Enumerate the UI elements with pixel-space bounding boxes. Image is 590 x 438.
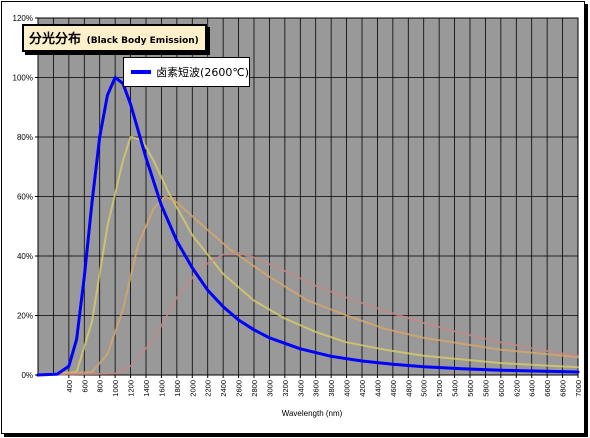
x-tick-label: 1600 (157, 380, 166, 397)
x-tick-label: 2800 (250, 380, 259, 397)
y-tick-label: 120% (13, 14, 33, 23)
x-tick-label: 3400 (296, 380, 305, 397)
x-tick-label: 6000 (497, 380, 506, 397)
y-tick-label: 0% (21, 371, 33, 380)
x-tick-label: 5400 (451, 380, 460, 397)
x-tick-label: 7000 (574, 380, 583, 397)
y-tick-label: 80% (17, 133, 33, 142)
series-line-4 (37, 252, 579, 376)
chart-subtitle: (Black Body Emission) (86, 36, 199, 46)
x-tick-label: 1800 (173, 380, 182, 397)
series-layer (36, 76, 580, 377)
legend-label-series-1: 卤素短波(2600℃) (156, 66, 249, 79)
y-axis-ticks: 0% 20% 40% 60% 80% 100% 120% (13, 14, 38, 380)
x-tick-label: 6600 (543, 380, 552, 397)
x-axis-ticks: 400 600 800 1000 1200 1400 1600 1800 2000 2200 240… (65, 375, 583, 397)
x-tick-label: 6200 (512, 380, 521, 397)
x-tick-label: 2400 (219, 380, 228, 397)
x-tick-label: 3600 (312, 380, 321, 397)
series-line-2 (37, 136, 579, 376)
x-tick-label: 2200 (204, 380, 213, 397)
x-tick-label: 4600 (389, 380, 398, 397)
series-line-1 (36, 76, 580, 377)
y-tick-label: 40% (17, 252, 33, 261)
x-tick-label: 2000 (188, 380, 197, 397)
y-tick-label: 60% (17, 193, 33, 202)
x-tick-label: 5800 (481, 380, 490, 397)
series-line-3 (37, 195, 579, 376)
y-tick-label: 20% (17, 312, 33, 321)
chart-title: 分光分布 (29, 32, 82, 47)
legend-swatch-series-1 (131, 70, 152, 74)
x-tick-label: 6800 (559, 380, 568, 397)
x-axis-label: Wavelength (nm) (282, 409, 343, 418)
x-tick-label: 4000 (343, 380, 352, 397)
x-tick-label: 5600 (466, 380, 475, 397)
x-tick-label: 5200 (435, 380, 444, 397)
x-tick-label: 800 (96, 380, 105, 393)
x-tick-label: 600 (80, 380, 89, 393)
x-tick-label: 4800 (404, 380, 413, 397)
legend: 卤素短波(2600℃) (123, 57, 250, 87)
x-tick-label: 1400 (142, 380, 151, 397)
x-tick-label: 3000 (265, 380, 274, 397)
x-tick-label: 4200 (358, 380, 367, 397)
x-tick-label: 4400 (373, 380, 382, 397)
x-tick-label: 2600 (235, 380, 244, 397)
x-tick-label: 1200 (127, 380, 136, 397)
x-tick-label: 5000 (420, 380, 429, 397)
x-tick-label: 400 (65, 380, 74, 393)
x-tick-label: 3200 (281, 380, 290, 397)
x-tick-label: 3800 (327, 380, 336, 397)
x-tick-label: 1000 (111, 380, 120, 397)
chart-title-box: 分光分布 (Black Body Emission) (22, 24, 207, 52)
y-tick-label: 100% (13, 74, 33, 83)
x-tick-label: 6400 (528, 380, 537, 397)
